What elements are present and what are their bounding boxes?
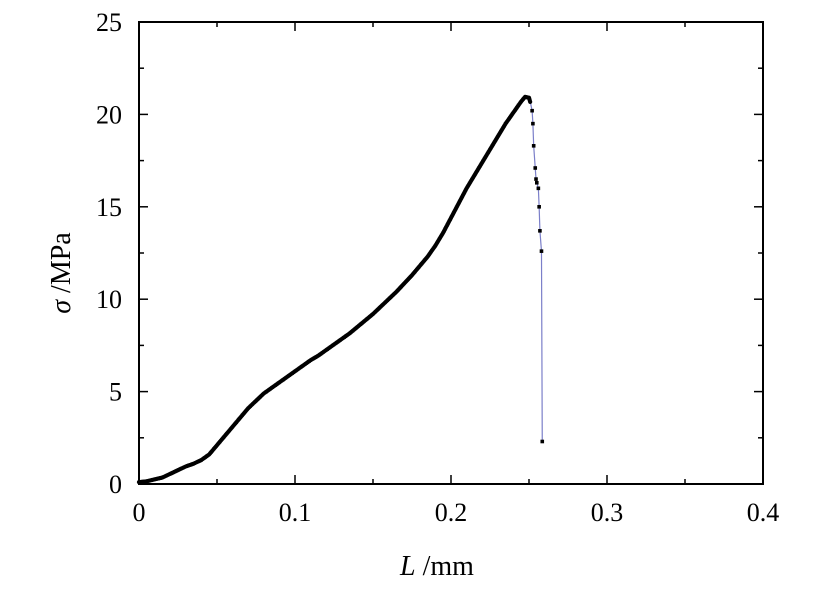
data-point bbox=[538, 229, 542, 233]
y-axis-label: σ /MPa bbox=[46, 232, 77, 314]
data-points bbox=[136, 94, 545, 485]
plot-frame bbox=[138, 21, 764, 485]
y-tick-label: 0 bbox=[109, 470, 122, 499]
y-tick-label: 15 bbox=[96, 193, 122, 222]
y-tick-label: 20 bbox=[96, 100, 122, 129]
x-tick-label: 0.3 bbox=[591, 498, 624, 527]
x-tick-label: 0.1 bbox=[279, 498, 312, 527]
data-point bbox=[530, 108, 534, 113]
x-tick-label: 0.2 bbox=[435, 498, 468, 527]
data-point bbox=[531, 144, 536, 148]
axis-ticks bbox=[138, 21, 764, 485]
x-axis-unit: /mm bbox=[416, 551, 475, 582]
y-tick-label: 10 bbox=[96, 285, 122, 314]
y-axis-unit: /MPa bbox=[46, 232, 77, 300]
y-tick-label: 25 bbox=[96, 8, 122, 37]
data-point bbox=[537, 205, 541, 209]
data-point bbox=[540, 439, 545, 444]
data-point bbox=[535, 180, 539, 185]
tick-labels: 0 0.1 0.2 0.3 0.4 0 5 10 15 20 25 bbox=[96, 8, 779, 527]
series-line bbox=[138, 96, 543, 483]
x-tick-label: 0 bbox=[133, 498, 146, 527]
x-axis-label: L /mm bbox=[399, 551, 474, 582]
y-tick-label: 5 bbox=[109, 378, 122, 407]
x-axis-symbol: L bbox=[399, 551, 416, 582]
data-point bbox=[539, 249, 544, 253]
x-tick-label: 0.4 bbox=[747, 498, 780, 527]
data-point bbox=[534, 177, 538, 181]
data-point bbox=[531, 121, 535, 126]
data-point bbox=[528, 99, 533, 105]
y-axis-symbol: σ bbox=[46, 299, 77, 314]
data-point bbox=[536, 186, 541, 191]
data-point bbox=[533, 166, 538, 170]
